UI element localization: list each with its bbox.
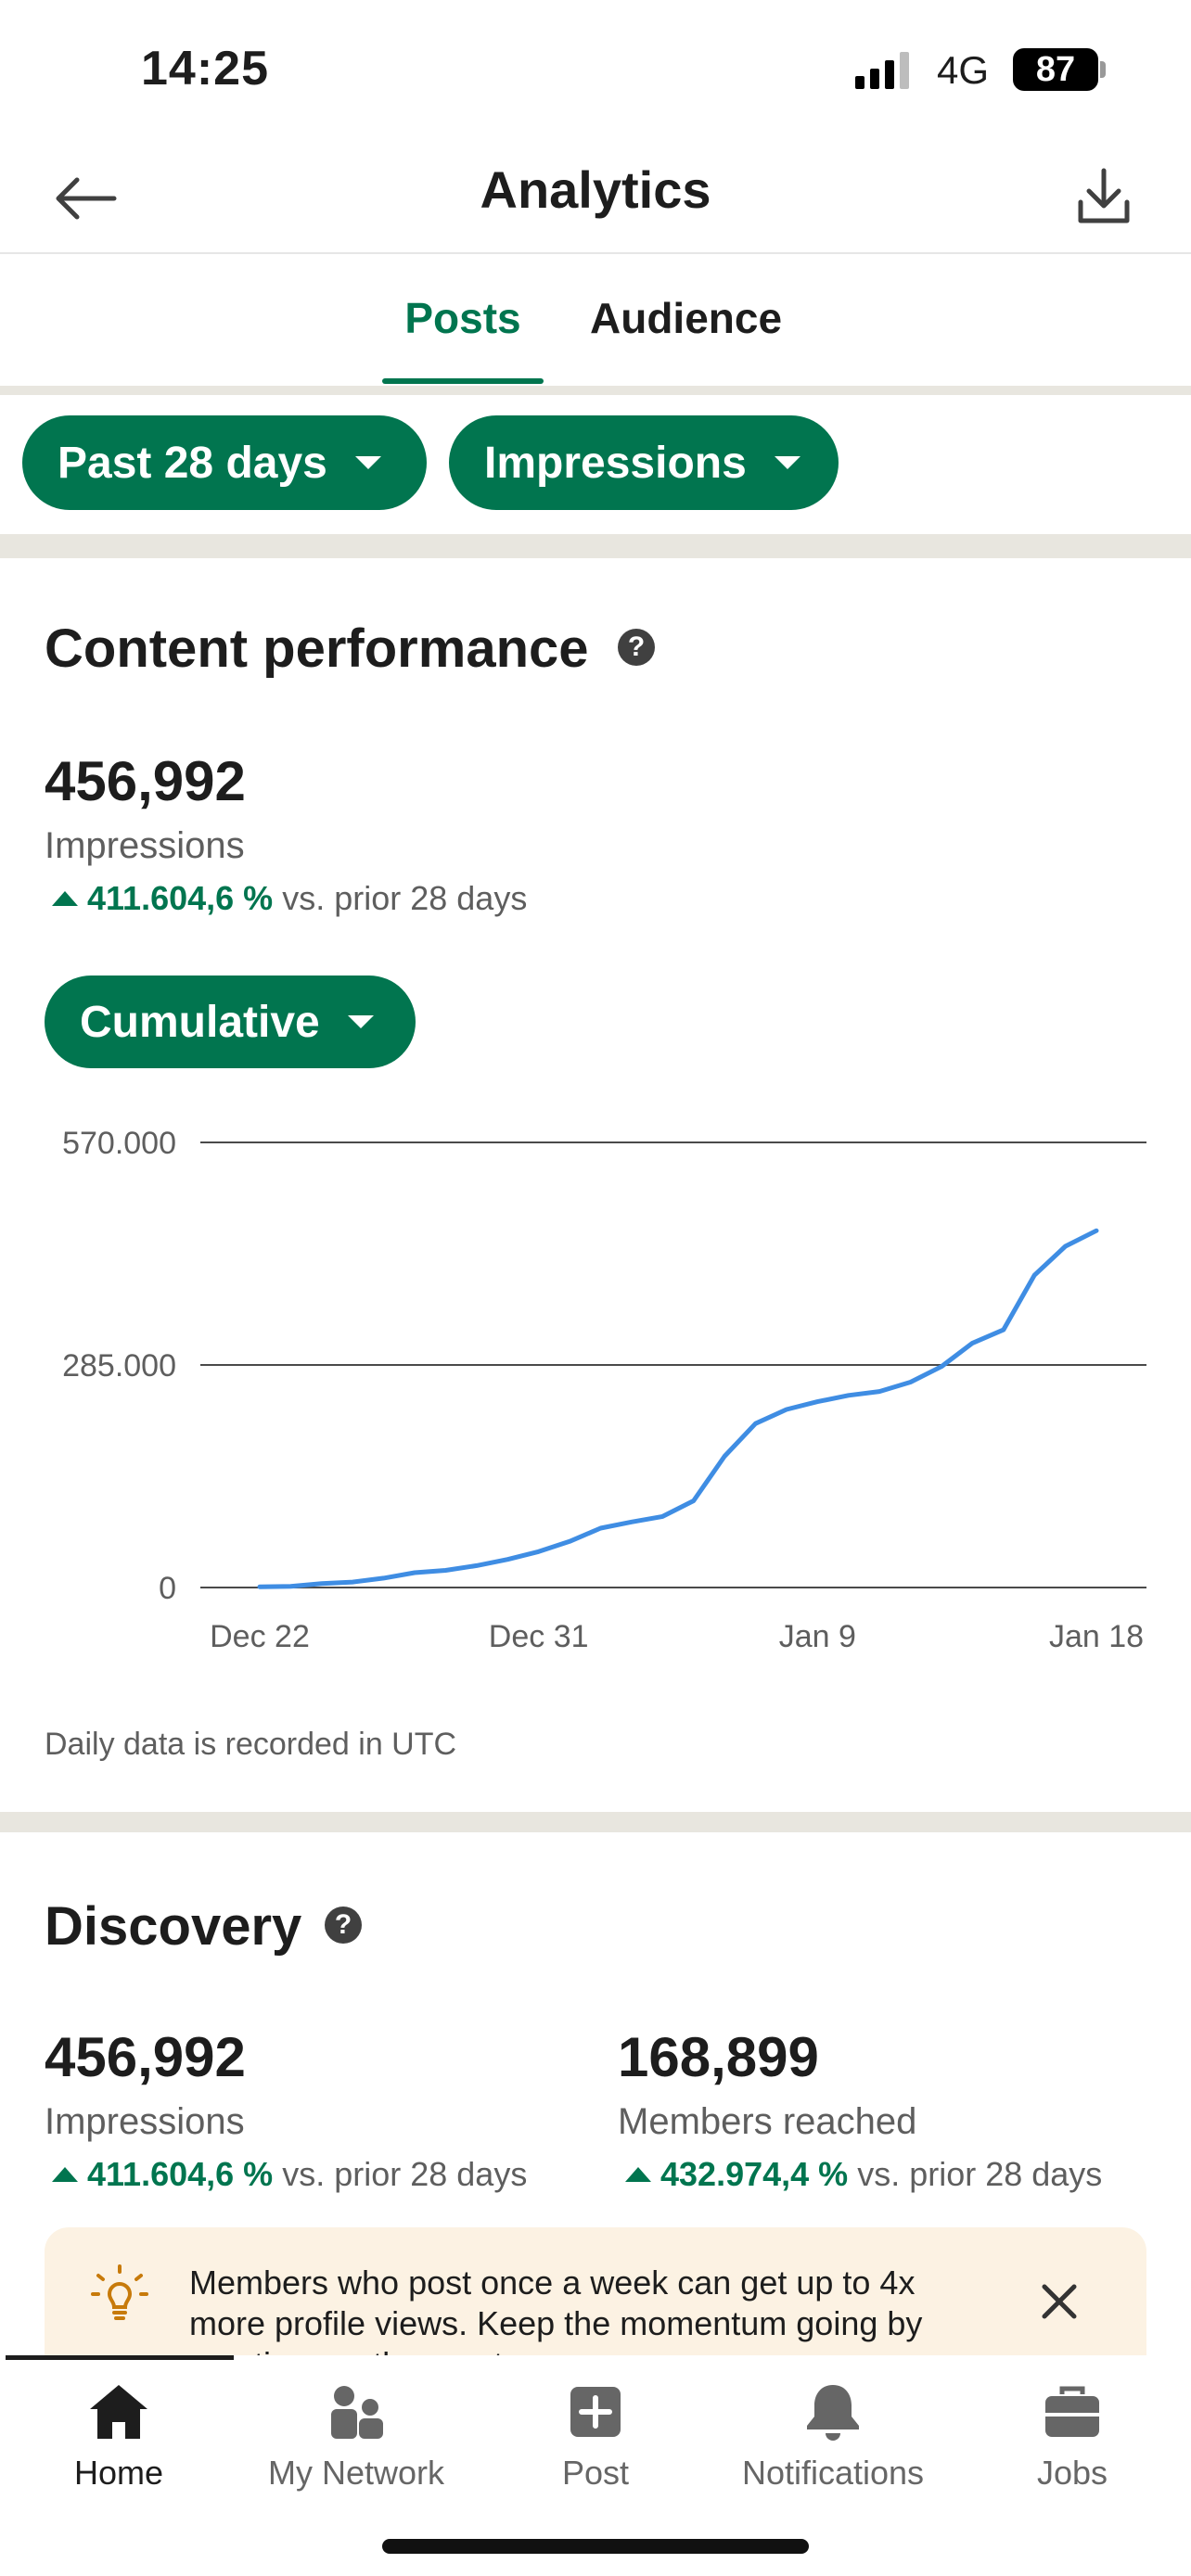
x-tick-label: Dec 22 — [210, 1619, 310, 1654]
nav-label: My Network — [267, 2454, 445, 2492]
help-icon[interactable]: ? — [325, 1906, 362, 1944]
nav-item-notifications[interactable]: Notifications — [714, 2372, 952, 2493]
arrow-left-icon — [56, 177, 117, 220]
battery-icon: 87 — [1013, 48, 1098, 91]
content-performance-title: Content performance — [45, 618, 589, 679]
trend-percentage: 411.604,6 % — [87, 879, 274, 917]
home-icon — [90, 2385, 147, 2439]
help-icon[interactable]: ? — [618, 629, 655, 666]
banner-line: more profile views. Keep the momentum go… — [189, 2304, 923, 2342]
trend-percentage: 432.974,4 % — [660, 2155, 849, 2193]
trend-suffix: vs. prior 28 days — [282, 879, 528, 917]
y-tick-label: 0 — [159, 1571, 176, 1606]
x-tick-label: Jan 9 — [779, 1619, 856, 1654]
impressions-label: Impressions — [45, 825, 245, 866]
trend-percentage: 411.604,6 % — [87, 2155, 274, 2193]
period-filter-button[interactable]: Past 28 days — [22, 415, 427, 510]
members-reached-label: Members reached — [618, 2101, 917, 2142]
x-tick-label: Dec 31 — [489, 1619, 589, 1654]
network-type: 4G — [937, 48, 990, 92]
page-title: Analytics — [480, 160, 711, 219]
impressions-value: 456,992 — [45, 750, 246, 812]
impressions-trend: 411.604,6 % vs. prior 28 days — [52, 879, 527, 918]
discovery-impressions-value: 456,992 — [45, 2026, 246, 2088]
section-divider — [0, 1812, 1191, 1832]
close-icon[interactable] — [1033, 2276, 1085, 2327]
y-tick-label: 285.000 — [62, 1348, 176, 1384]
cumulative-label: Cumulative — [80, 997, 320, 1047]
members-reached-value: 168,899 — [618, 2026, 819, 2088]
status-time: 14:25 — [141, 42, 269, 96]
x-tick-label: Jan 18 — [1049, 1619, 1144, 1654]
trend-suffix: vs. prior 28 days — [282, 2155, 528, 2193]
network-icon — [331, 2386, 383, 2439]
section-divider — [0, 386, 1191, 395]
nav-label: Notifications — [741, 2454, 925, 2492]
impressions-chart: 570.000 285.000 0 Dec 22 Dec 31 Jan 9 Jan 18 — [62, 1126, 1146, 1654]
home-indicator — [382, 2539, 809, 2554]
y-tick-label: 570.000 — [62, 1126, 176, 1161]
discovery-impressions-trend: 411.604,6 % vs. prior 28 days — [52, 2155, 527, 2194]
impressions-series-line — [257, 1228, 1099, 1589]
nav-item-my-network[interactable]: My Network — [237, 2372, 475, 2493]
discovery-title: Discovery — [45, 1896, 302, 1957]
cumulative-toggle-button[interactable]: Cumulative — [45, 976, 416, 1068]
trend-up-icon — [625, 2167, 651, 2182]
battery-tip — [1100, 61, 1106, 78]
app-header: Analytics — [0, 139, 1191, 254]
nav-label: Post — [561, 2454, 630, 2492]
metric-filter-button[interactable]: Impressions — [449, 415, 839, 510]
nav-item-post[interactable]: Post — [477, 2372, 714, 2493]
briefcase-icon — [1045, 2386, 1099, 2437]
bell-icon — [807, 2385, 859, 2441]
nav-label: Home — [73, 2454, 164, 2492]
caret-down-icon — [347, 1015, 374, 1028]
status-bar: 14:25 4G 87 — [0, 0, 1191, 139]
download-button[interactable] — [1067, 159, 1141, 234]
nav-active-indicator — [6, 2355, 234, 2360]
download-icon — [1078, 168, 1130, 223]
caret-down-icon — [774, 456, 800, 469]
nav-item-home[interactable]: Home — [0, 2372, 237, 2493]
lightbulb-icon — [91, 2264, 148, 2320]
signal-icon — [855, 52, 909, 89]
period-filter-label: Past 28 days — [58, 438, 327, 488]
members-reached-trend: 432.974,4 % vs. prior 28 days — [625, 2155, 1102, 2194]
nav-item-jobs[interactable]: Jobs — [954, 2372, 1191, 2493]
post-icon — [570, 2387, 621, 2437]
trend-up-icon — [52, 2167, 78, 2182]
discovery-impressions-label: Impressions — [45, 2101, 245, 2142]
tab-bar: Posts Audience — [0, 254, 1191, 386]
tab-posts[interactable]: Posts — [404, 294, 521, 342]
tab-active-indicator — [382, 378, 544, 384]
banner-line: Members who post once a week can get up … — [189, 2264, 916, 2302]
chart-footnote: Daily data is recorded in UTC — [45, 1727, 457, 1762]
tab-audience[interactable]: Audience — [590, 294, 783, 342]
metric-filter-label: Impressions — [484, 438, 747, 488]
back-button[interactable] — [48, 161, 122, 236]
caret-down-icon — [354, 456, 381, 469]
nav-label: Jobs — [1036, 2454, 1108, 2492]
section-divider — [0, 534, 1191, 558]
trend-suffix: vs. prior 28 days — [857, 2155, 1103, 2193]
trend-up-icon — [52, 891, 78, 906]
